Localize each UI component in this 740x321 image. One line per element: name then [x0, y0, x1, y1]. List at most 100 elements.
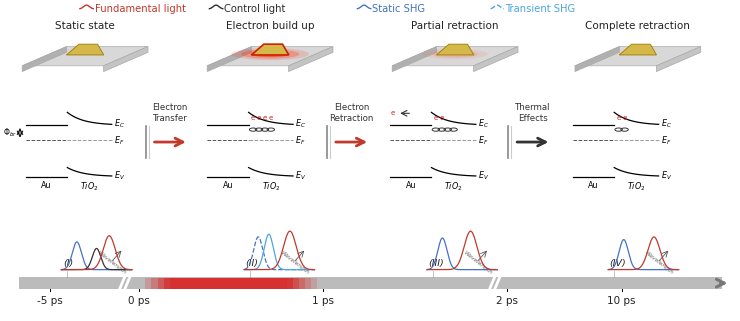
Polygon shape: [207, 47, 333, 66]
Bar: [139, 278, 145, 289]
Text: Partial retraction: Partial retraction: [411, 21, 499, 31]
Text: Electron
Transfer: Electron Transfer: [152, 103, 188, 123]
Text: e: e: [440, 115, 444, 121]
Text: (II): (II): [246, 259, 259, 268]
Bar: [268, 278, 275, 289]
Text: $E_V$: $E_V$: [478, 170, 489, 182]
Bar: [286, 278, 293, 289]
Bar: [164, 278, 170, 289]
Bar: [213, 278, 219, 289]
Text: (IV): (IV): [610, 259, 627, 268]
Text: $TiO_2$: $TiO_2$: [445, 181, 462, 193]
Polygon shape: [22, 47, 148, 66]
Text: Wavelength: Wavelength: [462, 250, 493, 275]
Text: 1 ps: 1 ps: [312, 296, 334, 306]
Bar: [256, 278, 262, 289]
Ellipse shape: [231, 48, 309, 60]
Text: e: e: [257, 115, 261, 121]
Text: e: e: [616, 115, 621, 121]
Text: $E_C$: $E_C$: [661, 117, 672, 130]
Text: e: e: [269, 115, 273, 121]
Text: $E_F$: $E_F$: [295, 134, 306, 147]
Bar: [182, 278, 188, 289]
Text: Au: Au: [41, 181, 52, 190]
Bar: [170, 278, 176, 289]
Polygon shape: [104, 47, 148, 72]
Bar: [311, 278, 317, 289]
Text: Thermal
Effects: Thermal Effects: [515, 103, 551, 123]
Text: Au: Au: [588, 181, 599, 190]
Polygon shape: [207, 47, 252, 72]
Text: $E_C$: $E_C$: [478, 117, 489, 130]
Text: e: e: [391, 110, 395, 116]
Bar: [176, 278, 182, 289]
Text: (III): (III): [428, 259, 444, 268]
Bar: [231, 278, 238, 289]
Bar: [145, 278, 152, 289]
Text: $E_V$: $E_V$: [661, 170, 672, 182]
Polygon shape: [252, 44, 289, 55]
Ellipse shape: [251, 51, 289, 57]
Bar: [238, 278, 243, 289]
Polygon shape: [437, 44, 474, 55]
Bar: [206, 278, 213, 289]
Polygon shape: [392, 47, 437, 72]
Text: (I): (I): [63, 259, 73, 268]
Text: $E_F$: $E_F$: [114, 134, 124, 147]
Text: 10 ps: 10 ps: [608, 296, 636, 306]
Polygon shape: [474, 47, 518, 72]
Text: $E_V$: $E_V$: [295, 170, 306, 182]
Text: $E_C$: $E_C$: [295, 117, 306, 130]
Bar: [305, 278, 311, 289]
Text: Au: Au: [223, 181, 233, 190]
Text: e: e: [251, 115, 255, 121]
Text: Wavelength: Wavelength: [644, 250, 674, 275]
Text: -5 ps: -5 ps: [38, 296, 63, 306]
Bar: [317, 278, 323, 289]
Bar: [262, 278, 268, 289]
Polygon shape: [67, 44, 104, 55]
Bar: [195, 278, 201, 289]
Polygon shape: [575, 47, 701, 66]
Bar: [225, 278, 231, 289]
Bar: [249, 278, 256, 289]
Bar: [243, 278, 249, 289]
Bar: [299, 278, 305, 289]
Text: 0 ps: 0 ps: [128, 296, 150, 306]
Bar: [275, 278, 280, 289]
Polygon shape: [22, 47, 67, 72]
Text: $\Phi_{br}$: $\Phi_{br}$: [3, 126, 17, 139]
Text: e: e: [434, 115, 438, 121]
Ellipse shape: [432, 50, 478, 58]
Ellipse shape: [423, 49, 488, 59]
Polygon shape: [619, 44, 656, 55]
Bar: [219, 278, 225, 289]
Bar: [158, 278, 164, 289]
Text: e: e: [263, 115, 267, 121]
Text: $TiO_2$: $TiO_2$: [262, 181, 280, 193]
Polygon shape: [575, 47, 619, 72]
Text: $E_F$: $E_F$: [478, 134, 488, 147]
Text: Static state: Static state: [56, 21, 115, 31]
Text: $E_V$: $E_V$: [114, 170, 125, 182]
Text: $E_F$: $E_F$: [661, 134, 671, 147]
Polygon shape: [289, 47, 333, 72]
Bar: [201, 278, 206, 289]
Bar: [152, 278, 158, 289]
Polygon shape: [392, 47, 518, 66]
Text: Electron build up: Electron build up: [226, 21, 314, 31]
Text: e: e: [622, 115, 627, 121]
Text: Wavelength: Wavelength: [97, 250, 127, 275]
Text: Wavelength: Wavelength: [280, 250, 310, 275]
Bar: [188, 278, 195, 289]
Text: Complete retraction: Complete retraction: [585, 21, 690, 31]
Text: Control light: Control light: [224, 4, 286, 14]
Text: Electron
Retraction: Electron Retraction: [329, 103, 374, 123]
Text: $TiO_2$: $TiO_2$: [81, 181, 98, 193]
Text: Static SHG: Static SHG: [372, 4, 426, 14]
Polygon shape: [656, 47, 701, 72]
Text: Au: Au: [406, 181, 416, 190]
Ellipse shape: [240, 49, 300, 59]
Text: 2 ps: 2 ps: [496, 296, 518, 306]
Text: $TiO_2$: $TiO_2$: [628, 181, 645, 193]
